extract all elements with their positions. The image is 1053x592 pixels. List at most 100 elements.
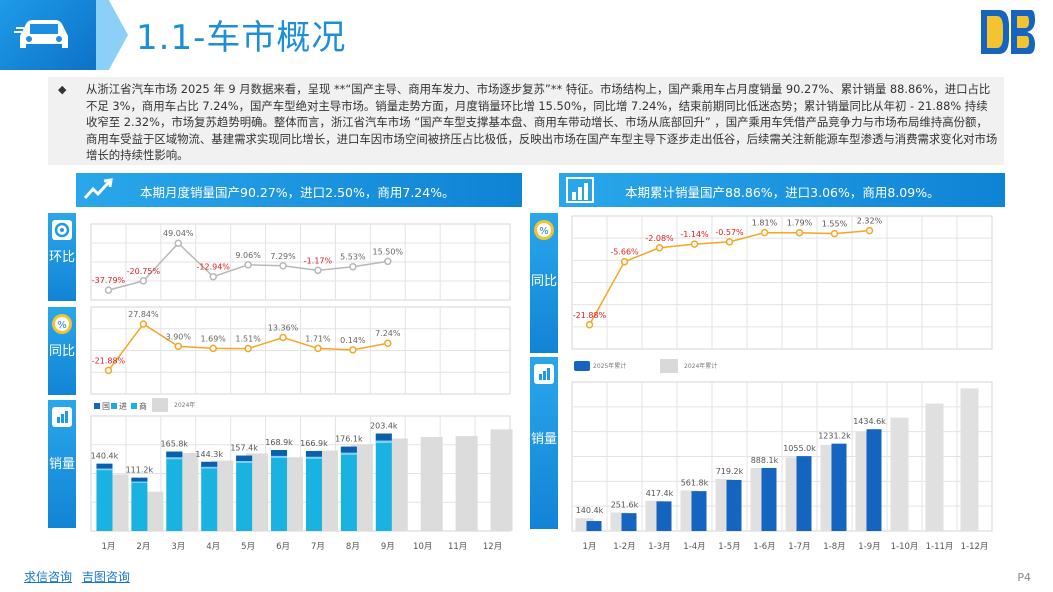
cumulative-x-tick: 1-2月 <box>613 542 635 552</box>
cumulative-yoy-data-label: 2.32% <box>857 217 883 226</box>
page-number: P4 <box>1017 571 1031 584</box>
monthly-panel-heading: 本期月度销量国产90.27%，进口2.50%，商用7.24%。 <box>140 185 455 200</box>
monthly-bar-import <box>96 468 113 471</box>
monthly-x-tick: 4月 <box>206 542 220 552</box>
monthly-bar-import <box>340 452 357 455</box>
cumulative-x-tick: 1-5月 <box>718 542 740 552</box>
monthly-legend-swatch <box>94 403 100 409</box>
monthly-mom-data-label: 5.53% <box>340 253 366 262</box>
summary-box: ◆ 从浙江省汽车市场 2025 年 9 月数据来看，呈现 **“国产主导、商用车… <box>48 77 1004 165</box>
monthly-bar-commercial <box>201 461 218 467</box>
cumulative-yoy-data-label: -0.57% <box>715 228 744 237</box>
monthly-bar-label: 165.8k <box>161 440 189 449</box>
monthly-x-tick: 2月 <box>136 542 150 552</box>
monthly-legend-swatch <box>111 403 117 409</box>
monthly-bar-label: 144.3k <box>195 450 223 459</box>
cumulative-yoy-point <box>585 321 594 329</box>
cumulative-bar-2024 <box>890 417 909 531</box>
cumulative-yoy-data-label: 1.55% <box>822 220 848 229</box>
monthly-legend-swatch-2024 <box>152 398 168 412</box>
monthly-bar-label: 140.4k <box>91 452 119 461</box>
monthly-bar-2024 <box>455 436 478 531</box>
monthly-yoy-point <box>244 344 252 353</box>
cumulative-bar-label: 1055.0k <box>783 444 816 453</box>
cumulative-x-tick: 1-11月 <box>926 542 954 552</box>
cumulative-yoy-point <box>620 257 629 266</box>
monthly-bar-import <box>131 481 148 483</box>
footer-link-qiuxin[interactable]: 求信咨询 <box>24 570 73 584</box>
cumulative-bar-2025 <box>656 501 672 531</box>
monthly-mom-point <box>349 262 357 271</box>
monthly-bar-2025 <box>236 455 253 531</box>
cumulative-legend-label-2024: 2024年累计 <box>684 362 717 370</box>
monthly-yoy-data-label: 3.90% <box>166 332 192 341</box>
monthly-mom-point <box>279 262 287 270</box>
monthly-mom-data-label: 49.04% <box>163 229 194 238</box>
monthly-panel-header: 本期月度销量国产90.27%，进口2.50%，商用7.24%。 <box>76 173 522 207</box>
monthly-yoy-point <box>384 339 392 347</box>
monthly-x-tick: 11月 <box>448 542 467 552</box>
cumulative-bar-2024 <box>925 403 944 531</box>
cumulative-x-tick: 1-8月 <box>823 542 845 552</box>
monthly-bar-2025 <box>201 461 218 531</box>
monthly-yoy-point <box>139 320 148 328</box>
monthly-mom-data-label: 15.50% <box>373 247 404 256</box>
monthly-bar-2024 <box>420 437 443 531</box>
monthly-x-tick: 1月 <box>101 542 115 552</box>
monthly-bar-commercial <box>305 451 322 457</box>
page-title: 1.1-车市概况 <box>136 18 347 58</box>
percent-badge-icon: % <box>534 220 554 240</box>
monthly-yoy-point <box>174 342 183 351</box>
cumulative-bar-2025 <box>761 467 777 531</box>
monthly-mom-data-label: -12.94% <box>197 263 231 272</box>
monthly-yoy-data-label: 1.51% <box>235 335 261 344</box>
cumulative-bar-2025 <box>586 521 602 531</box>
cumulative-bar-2025 <box>691 491 707 531</box>
cumulative-yoy-data-label: 1.81% <box>752 219 778 228</box>
monthly-bar-label: 157.4k <box>230 444 258 453</box>
cumulative-bar-2025 <box>726 479 742 531</box>
tab-cumulative-yoy: % 同比 <box>530 213 558 353</box>
monthly-yoy-point <box>104 366 113 375</box>
trend-up-icon <box>83 178 113 199</box>
monthly-mom-point <box>104 286 113 294</box>
monthly-bar-2024 <box>490 429 513 531</box>
cumulative-x-tick: 1-7月 <box>788 542 810 552</box>
monthly-mom-data-label: -37.79% <box>92 276 126 285</box>
cumulative-yoy-point <box>760 228 769 237</box>
monthly-x-tick: 5月 <box>241 542 255 552</box>
monthly-bar-import <box>271 455 288 458</box>
cumulative-legend-swatch-2024 <box>660 359 678 373</box>
monthly-bar-commercial <box>340 446 357 453</box>
summary-bullet: ◆ <box>58 83 67 96</box>
cumulative-x-tick: 1-3月 <box>648 542 670 552</box>
cumulative-yoy-point <box>865 226 874 235</box>
monthly-bar-commercial <box>131 477 148 482</box>
cumulative-x-tick: 1-9月 <box>858 542 880 552</box>
bar-chart-icon <box>566 177 594 203</box>
monthly-bar-2025 <box>375 433 392 531</box>
tab-label-cumulative-yoy: 同比 <box>530 274 557 289</box>
monthly-bar-label: 168.9k <box>265 438 293 447</box>
sales-bar-icon <box>534 364 554 384</box>
cumulative-x-tick: 1-6月 <box>753 542 775 552</box>
brand-logo <box>981 10 1035 54</box>
monthly-x-tick: 10月 <box>413 542 432 552</box>
footer-link-jitu[interactable]: 吉图咨询 <box>81 570 130 584</box>
monthly-yoy-point <box>279 333 287 342</box>
monthly-legend-label-2024: 2024年 <box>174 401 195 409</box>
svg-text:%: % <box>539 226 549 237</box>
tab-label-monthly-yoy: 同比 <box>48 344 75 359</box>
monthly-yoy-point <box>314 344 322 353</box>
monthly-bar-commercial <box>96 463 113 469</box>
monthly-x-tick: 7月 <box>311 542 325 552</box>
monthly-bar-label: 176.1k <box>335 435 363 444</box>
monthly-bar-label: 111.2k <box>126 466 154 475</box>
monthly-bar-import <box>375 440 392 444</box>
monthly-x-tick: 9月 <box>381 542 395 552</box>
monthly-x-tick: 3月 <box>171 542 185 552</box>
cumulative-x-tick: 1月 <box>583 542 597 552</box>
target-icon <box>52 220 72 240</box>
monthly-mom-point <box>174 239 183 247</box>
